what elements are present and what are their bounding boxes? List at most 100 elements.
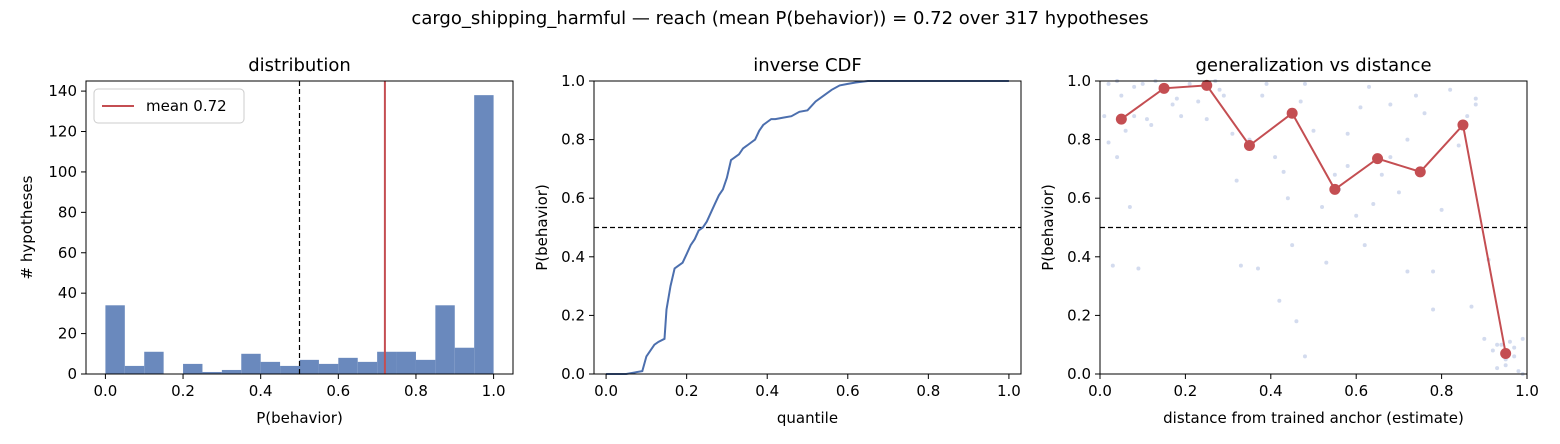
scatter-point [1456, 143, 1461, 148]
histogram-bar [221, 369, 242, 374]
inverse-cdf-axes: 0.0 0.2 0.4 0.6 0.8 1.0 0.0 0.2 0.4 0.6 0.8 1.0 inve… [533, 55, 1022, 427]
binned-mean-marker [1457, 119, 1469, 131]
scatter-point [1358, 105, 1363, 110]
histogram-bar [183, 363, 203, 374]
scatter-point [1516, 369, 1521, 374]
histogram-bar [280, 365, 300, 374]
scatter-point [1405, 269, 1410, 274]
axes-title: distribution [248, 55, 351, 76]
scatter-point [1431, 269, 1436, 274]
y-axis-label: # hypotheses [18, 175, 36, 279]
scatter-point [1354, 213, 1359, 218]
y-tick-label: 80 [58, 203, 77, 221]
scatter-point [1119, 93, 1124, 98]
scatter-point [1290, 243, 1295, 248]
y-tick-label: 140 [48, 82, 77, 100]
scatter-point [1102, 114, 1107, 119]
x-tick-label: 0.4 [1259, 382, 1283, 400]
scatter-point [1367, 84, 1372, 89]
scatter-point [1512, 354, 1517, 359]
scatter-point [1448, 87, 1453, 92]
histogram-bar [435, 305, 455, 374]
scatter-point [1405, 137, 1410, 142]
scatter-point [1482, 336, 1487, 341]
binned-mean-marker [1414, 166, 1426, 178]
x-tick-label: 0.4 [755, 382, 779, 400]
y-axis-label: P(behavior) [1039, 184, 1057, 271]
scatter-point [1217, 87, 1222, 92]
y-tick-label: 1.0 [561, 72, 585, 90]
inverse-cdf-line [606, 80, 1009, 375]
x-tick-label: 0.2 [171, 382, 195, 400]
scatter-point [1277, 298, 1282, 303]
scatter-point [1495, 366, 1500, 371]
binned-mean-marker [1115, 113, 1127, 125]
histogram-bar [144, 351, 164, 374]
scatter-point [1179, 114, 1184, 119]
scatter-point [1503, 363, 1508, 368]
y-tick-label: 20 [58, 325, 77, 343]
binned-mean-marker [1372, 153, 1384, 165]
histogram-bar [124, 365, 145, 374]
scatter-point [1473, 102, 1478, 107]
y-tick-label: 0.6 [1067, 189, 1091, 207]
y-tick-label: 0.4 [561, 248, 585, 266]
y-tick-label: 1.0 [1067, 72, 1091, 90]
axes-frame [593, 80, 1022, 375]
scatter-point [1422, 111, 1427, 116]
scatter-point [1495, 342, 1500, 347]
scatter-point [1320, 204, 1325, 209]
histogram-bar [318, 363, 339, 374]
axes-title: generalization vs distance [1195, 55, 1431, 76]
scatter-point [1311, 128, 1316, 133]
x-axis-label: P(behavior) [256, 409, 343, 427]
scatter-point [1413, 93, 1418, 98]
scatter-point [1127, 204, 1132, 209]
scatter-point [1106, 140, 1111, 145]
axes-frame [85, 80, 514, 375]
y-tick-label: 0.0 [1067, 365, 1091, 383]
x-tick-label: 1.0 [1515, 382, 1539, 400]
scatter-point [1302, 354, 1307, 359]
histogram-bar [474, 95, 494, 374]
x-tick-label: 0.0 [594, 382, 618, 400]
y-tick-label: 0 [67, 365, 77, 383]
scatter-point [1144, 117, 1149, 122]
x-axis-label: quantile [777, 409, 838, 427]
scatter-point [1469, 304, 1474, 309]
x-tick-label: 0.4 [249, 382, 273, 400]
legend: mean 0.72 [93, 88, 245, 124]
scatter-point [1260, 93, 1265, 98]
scatter-point [1170, 102, 1175, 107]
scatter-point [1294, 319, 1299, 324]
scatter-point [1115, 155, 1120, 160]
histogram-bar [454, 347, 475, 374]
binned-mean-marker [1243, 139, 1255, 151]
scatter-point [1324, 260, 1329, 265]
scatter-point [1136, 266, 1141, 271]
scatter-point [1264, 81, 1269, 86]
y-tick-label: 0.0 [561, 365, 585, 383]
scatter-point [1140, 81, 1145, 86]
scatter-point [1439, 207, 1444, 212]
y-tick-label: 0.2 [1067, 306, 1091, 324]
scatter-point [1273, 155, 1278, 160]
legend-label-mean: mean 0.72 [146, 97, 227, 115]
scatter-point [1473, 96, 1478, 101]
scatter-point [1345, 131, 1350, 136]
scatter-point [1110, 263, 1115, 268]
x-tick-label: 0.0 [1088, 382, 1112, 400]
x-tick-label: 1.0 [482, 382, 506, 400]
binned-mean-marker [1286, 107, 1298, 119]
scatter-point [1465, 114, 1470, 119]
x-tick-label: 0.6 [326, 382, 350, 400]
histogram-bar [260, 361, 281, 374]
scatter-point [1204, 117, 1209, 122]
scatter-point [1298, 99, 1303, 104]
scatter-point [1230, 131, 1235, 136]
scatter-point [1512, 345, 1517, 350]
histogram-bar [338, 357, 358, 374]
scatter-point [1332, 172, 1337, 177]
scatter-point [1255, 266, 1260, 271]
